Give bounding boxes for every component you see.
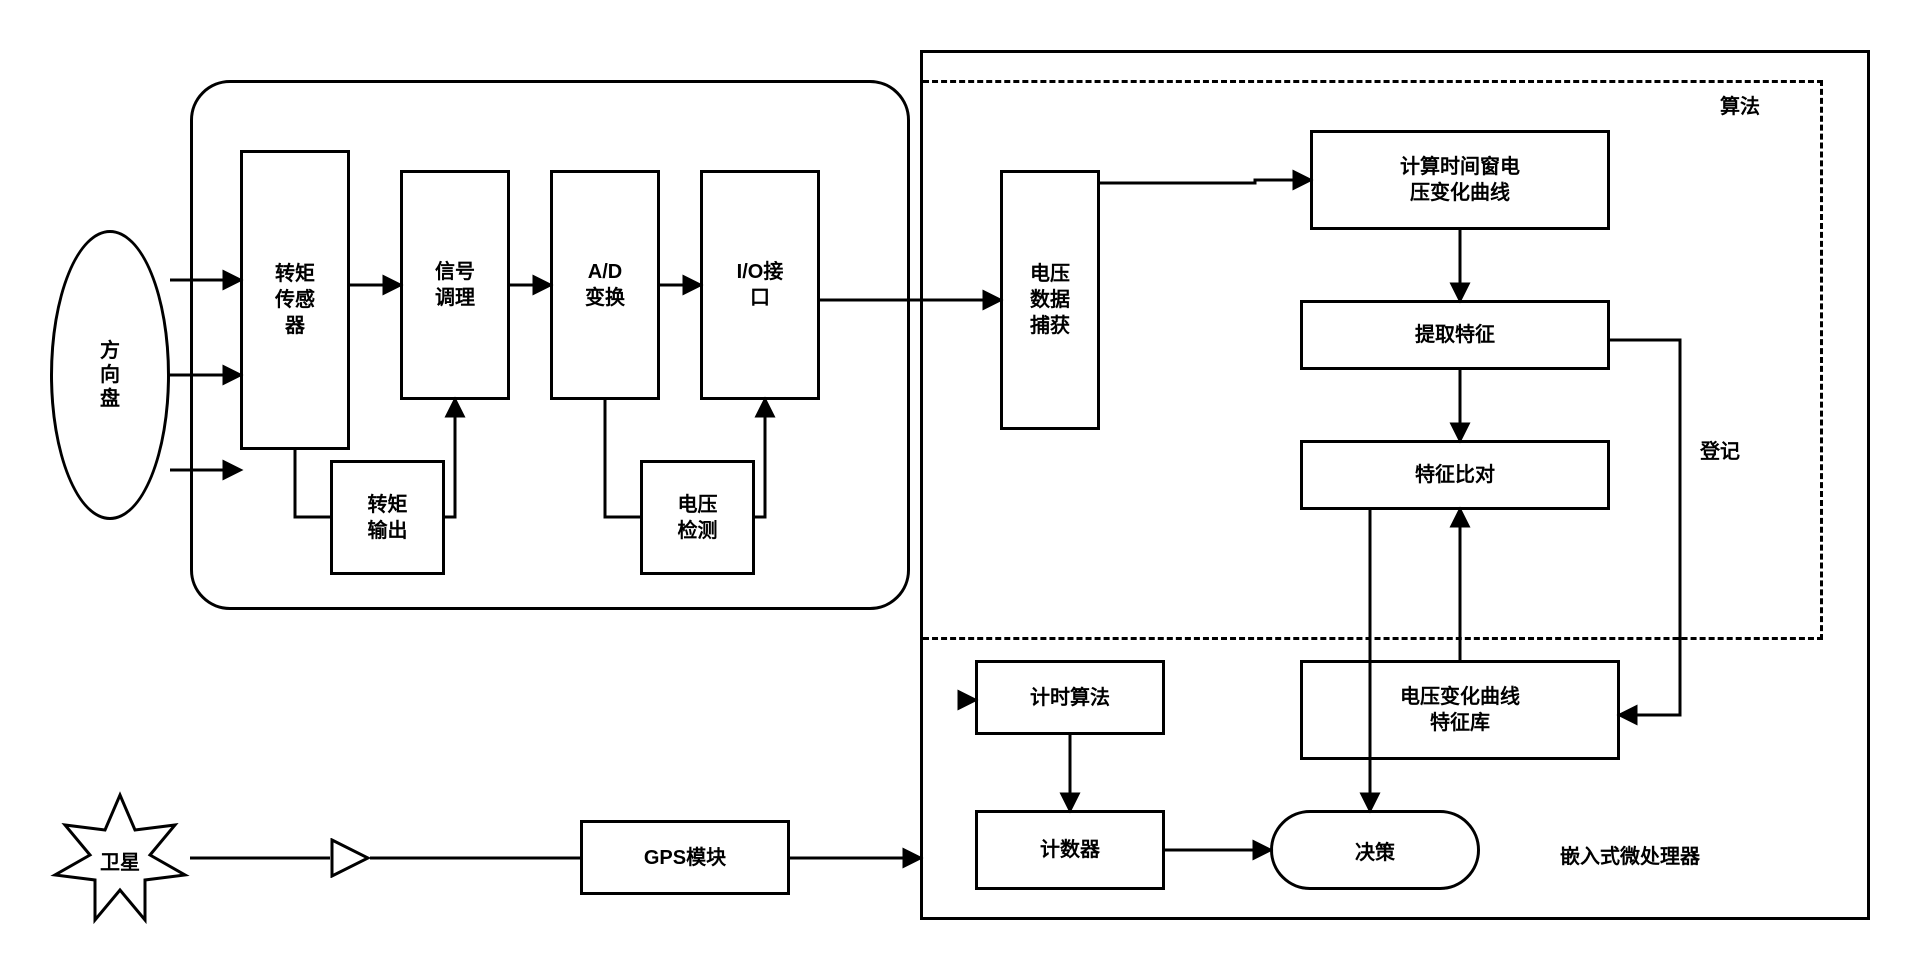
satellite-label: 卫星 [100, 846, 140, 875]
signal-conditioning: 信号调理 [400, 170, 510, 400]
ad-converter: A/D变换 [550, 170, 660, 400]
extract-features: 提取特征 [1300, 300, 1610, 370]
torque-output: 转矩输出 [330, 460, 445, 575]
counter: 计数器 [975, 810, 1165, 890]
decision: 决策 [1270, 810, 1480, 890]
timer-algorithm-label: 计时算法 [1030, 685, 1110, 711]
torque-output-label: 转矩输出 [368, 492, 408, 544]
feature-database-label: 电压变化曲线特征库 [1400, 684, 1520, 736]
satellite: 卫星 [50, 790, 190, 930]
flowchart-canvas: 方向盘 转矩传感器 信号调理 A/D变换 I/O接口 转矩输出 电压检测 电压数… [20, 20, 1931, 955]
timer-algorithm: 计时算法 [975, 660, 1165, 735]
torque-sensor: 转矩传感器 [240, 150, 350, 450]
register-label: 登记 [1700, 435, 1740, 464]
antenna-icon [330, 838, 370, 878]
signal-conditioning-label: 信号调理 [435, 259, 475, 311]
voltage-capture-label: 电压数据捕获 [1030, 261, 1070, 339]
counter-label: 计数器 [1040, 837, 1100, 863]
gps-module-label: GPS模块 [644, 845, 726, 871]
steering-wheel: 方向盘 [50, 230, 170, 520]
extract-features-label: 提取特征 [1415, 322, 1495, 348]
gps-module: GPS模块 [580, 820, 790, 895]
io-port-label: I/O接口 [737, 259, 784, 311]
voltage-detect-label: 电压检测 [678, 492, 718, 544]
io-port: I/O接口 [700, 170, 820, 400]
steering-wheel-label: 方向盘 [100, 339, 120, 411]
feature-database: 电压变化曲线特征库 [1300, 660, 1620, 760]
voltage-detect: 电压检测 [640, 460, 755, 575]
algorithm-label: 算法 [1720, 90, 1760, 119]
voltage-capture: 电压数据捕获 [1000, 170, 1100, 430]
torque-sensor-label: 转矩传感器 [275, 261, 315, 339]
ad-converter-label: A/D变换 [585, 259, 625, 311]
decision-label: 决策 [1355, 836, 1395, 865]
calc-window-curve-label: 计算时间窗电压变化曲线 [1400, 154, 1520, 206]
feature-compare-label: 特征比对 [1415, 462, 1495, 488]
feature-compare: 特征比对 [1300, 440, 1610, 510]
calc-window-curve: 计算时间窗电压变化曲线 [1310, 130, 1610, 230]
mcu-label: 嵌入式微处理器 [1560, 840, 1700, 869]
